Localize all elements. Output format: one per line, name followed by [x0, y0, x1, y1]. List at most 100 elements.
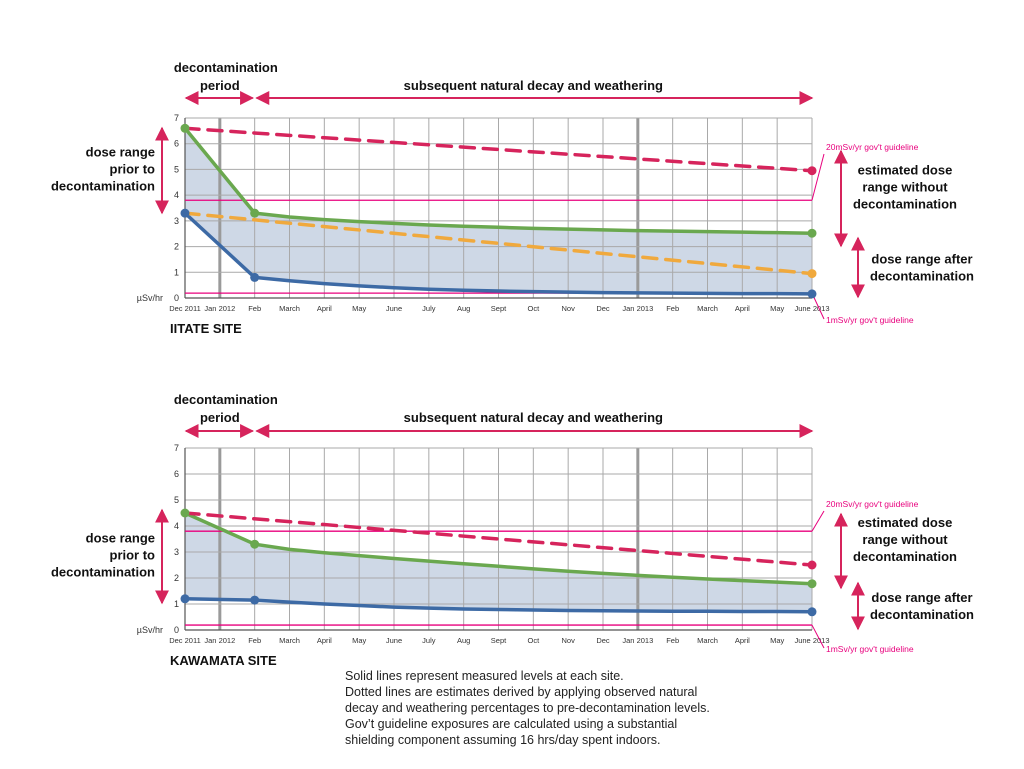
series-point	[807, 579, 817, 589]
y-tick-label: 6	[174, 469, 179, 479]
right-bottom-annotation-text: decontamination	[870, 269, 974, 284]
series-point	[807, 228, 817, 238]
series-point	[807, 607, 817, 617]
period-label-subsequent: subsequent natural decay and weathering	[404, 78, 663, 93]
series-point	[250, 539, 260, 549]
footnote-line: Solid lines represent measured levels at…	[345, 669, 624, 683]
series-line-estimate	[183, 511, 814, 567]
y-tick-label: 4	[174, 190, 179, 200]
left-annotation-text: dose range	[86, 531, 155, 546]
dose-range-area	[185, 128, 812, 294]
x-tick-label: June	[386, 304, 402, 313]
series-line-measured	[183, 211, 814, 296]
left-annotation-text: prior to	[110, 548, 156, 563]
series-line-measured	[183, 511, 814, 586]
x-tick-label: Nov	[561, 636, 575, 645]
x-tick-label: Aug	[457, 304, 470, 313]
x-tick-label: March	[697, 636, 718, 645]
x-tick-label: July	[422, 304, 436, 313]
right-bottom-annotation-text: dose range after	[871, 252, 972, 267]
x-tick-label: Sept	[491, 304, 507, 313]
x-tick-label: March	[697, 304, 718, 313]
series-line-estimate	[183, 126, 814, 173]
x-tick-label: Dec	[596, 304, 610, 313]
series-point	[807, 166, 817, 176]
y-tick-label: 7	[174, 113, 179, 123]
x-tick-label: April	[317, 304, 332, 313]
x-tick-label: Sept	[491, 636, 507, 645]
y-tick-label: 6	[174, 139, 179, 149]
y-tick-label: 0	[174, 293, 179, 303]
series-point	[250, 208, 260, 218]
footnote-line: decay and weathering percentages to pre-…	[345, 701, 710, 715]
guideline-leader	[811, 510, 825, 532]
footnote-line: Gov’t guideline exposures are calculated…	[345, 717, 678, 731]
x-tick-label: Jan 2012	[204, 636, 235, 645]
x-tick-label: Dec 2011	[169, 304, 201, 313]
x-tick-label: Jan 2012	[204, 304, 235, 313]
x-tick-label: Aug	[457, 636, 470, 645]
guideline-leader	[811, 624, 825, 649]
x-tick-label: May	[352, 636, 366, 645]
x-tick-label: April	[317, 636, 332, 645]
right-top-annotation-text: decontamination	[853, 549, 957, 564]
footnote-line: shielding component assuming 16 hrs/day …	[345, 733, 661, 747]
dose-range-area	[185, 513, 812, 612]
y-axis-unit: µSv/hr	[137, 293, 163, 303]
left-annotation-text: decontamination	[51, 179, 155, 194]
chart-panel-kawamata: 0 1 2 3 4 5 6 7 µSv/hr Dec 2011 Jan 2012 Feb March Ap…	[51, 392, 974, 668]
x-tick-label: April	[735, 304, 750, 313]
y-tick-label: 1	[174, 599, 179, 609]
x-tick-label: Dec	[596, 636, 610, 645]
series-point	[807, 560, 817, 570]
right-top-annotation-text: range without	[862, 532, 948, 547]
series-point	[180, 208, 190, 218]
guideline-label: 20mSv/yr gov't guideline	[826, 142, 919, 152]
guideline-label: 20mSv/yr gov't guideline	[826, 499, 919, 509]
footnote: Solid lines represent measured levels at…	[345, 668, 765, 748]
site-label: IITATE SITE	[170, 321, 242, 336]
x-tick-label: Nov	[561, 304, 575, 313]
x-tick-label: Feb	[248, 636, 261, 645]
x-tick-label: April	[735, 636, 750, 645]
x-tick-label: June 2013	[794, 636, 829, 645]
series-line-measured	[183, 597, 814, 614]
series-line-estimate	[183, 211, 814, 276]
x-tick-label: Feb	[666, 304, 679, 313]
y-tick-label: 2	[174, 242, 179, 252]
x-tick-label: Dec 2011	[169, 636, 201, 645]
x-tick-label: Oct	[527, 636, 540, 645]
y-tick-label: 3	[174, 216, 179, 226]
guideline-label: 1mSv/yr gov't guideline	[826, 315, 914, 325]
y-tick-label: 5	[174, 164, 179, 174]
y-tick-label: 3	[174, 547, 179, 557]
x-tick-label: Feb	[248, 304, 261, 313]
left-annotation-text: dose range	[86, 145, 155, 160]
footnote-line: Dotted lines are estimates derived by ap…	[345, 685, 698, 699]
y-tick-label: 1	[174, 267, 179, 277]
right-top-annotation-text: decontamination	[853, 197, 957, 212]
x-tick-label: June 2013	[794, 304, 829, 313]
chart-panel-iitate: 0 1 2 3 4 5 6 7 µSv/hr Dec 2011 Jan 2012 Feb March Ap…	[51, 60, 974, 336]
y-tick-label: 5	[174, 495, 179, 505]
series-point	[180, 123, 190, 133]
period-label-subsequent: subsequent natural decay and weathering	[404, 410, 663, 425]
right-top-annotation-text: estimated dose	[858, 163, 953, 178]
x-tick-label: Oct	[527, 304, 540, 313]
period-label-decontamination: decontamination	[174, 392, 278, 407]
x-tick-label: Jan 2013	[622, 636, 653, 645]
guideline-label: 1mSv/yr gov't guideline	[826, 644, 914, 654]
right-bottom-annotation-text: dose range after	[871, 590, 972, 605]
x-tick-label: May	[770, 636, 784, 645]
x-tick-label: Feb	[666, 636, 679, 645]
left-annotation-text: decontamination	[51, 565, 155, 580]
x-tick-label: May	[352, 304, 366, 313]
period-label-decontamination: decontamination	[174, 60, 278, 75]
x-tick-label: May	[770, 304, 784, 313]
guideline-leader	[811, 153, 825, 201]
series-point	[180, 594, 190, 604]
period-label-period: period	[200, 410, 240, 425]
x-tick-label: March	[279, 636, 300, 645]
y-axis-unit: µSv/hr	[137, 625, 163, 635]
series-line-measured	[183, 126, 814, 235]
